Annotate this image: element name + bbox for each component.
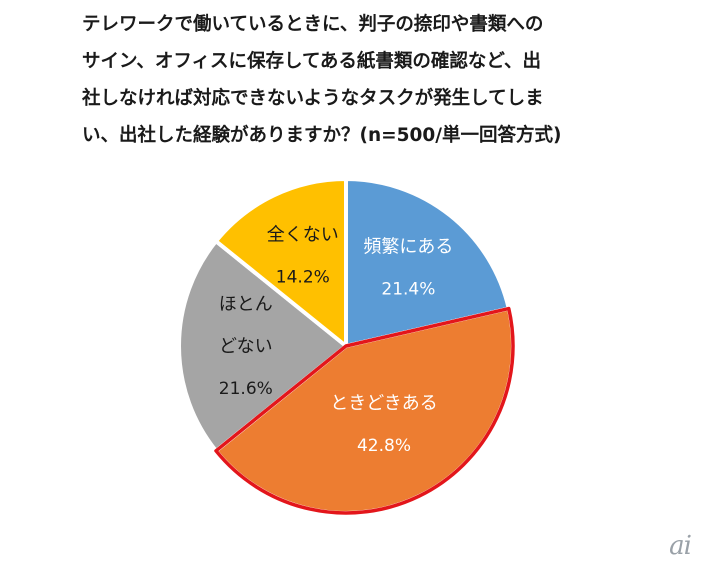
title-line-3: 社しなければ対応できないようなタスクが発生してしま (82, 88, 544, 109)
slice-4-value-label: 14.2% (276, 268, 330, 288)
title-line-4: い、出社した経験がありますか？(n=500/単一回答方式) (82, 125, 562, 146)
slice-4-label: 全くない (267, 225, 339, 246)
slice-3-label: どない (219, 336, 273, 357)
pie-slice-1 (344, 177, 511, 348)
title-line-1: テレワークで働いているときに、判子の捺印や書類への (82, 14, 544, 35)
title-line-2: サイン、オフィスに保存してある紙書類の確認など、出 (82, 51, 541, 72)
slice-3-label: ほとん (219, 294, 273, 315)
highlight-outline (214, 306, 515, 515)
slice-1-label: 頻繁にある (363, 237, 453, 258)
slice-3-value-label: 21.6% (219, 379, 273, 399)
pie-slice-4 (214, 177, 348, 348)
slice-2-label: ときどきある (330, 393, 437, 414)
slice-1-value-label: 21.4% (381, 280, 435, 300)
pie-slice-3 (177, 239, 348, 453)
watermark-logo: ai (669, 531, 692, 561)
slice-2-value-label: 42.8% (357, 436, 411, 456)
chart-title: テレワークで働いているときに、判子の捺印や書類への サイン、オフィスに保存してあ… (82, 6, 642, 154)
